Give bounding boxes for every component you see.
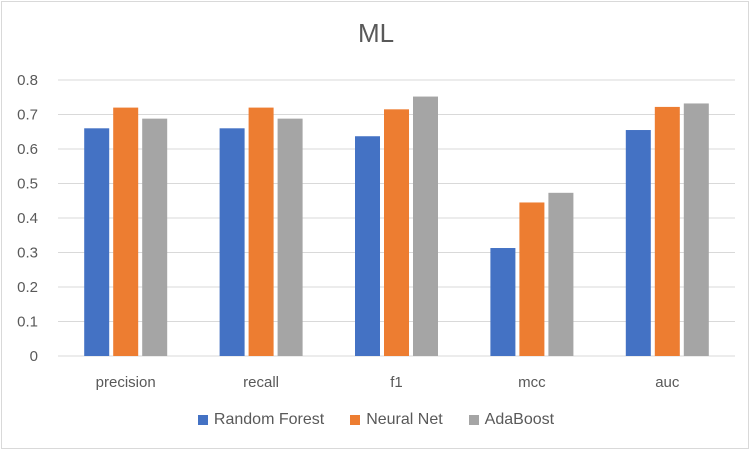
y-tick-label: 0.6 xyxy=(17,141,38,158)
bar-random-forest-mcc xyxy=(490,248,516,356)
bar-random-forest-precision xyxy=(84,128,110,356)
legend: Random Forest Neural Net AdaBoost xyxy=(0,411,752,429)
y-tick-label: 0.1 xyxy=(17,314,38,331)
legend-item: AdaBoost xyxy=(468,411,555,429)
x-tick-label: mcc xyxy=(518,374,546,391)
bar-neural-net-f1 xyxy=(384,109,409,356)
legend-item: Random Forest xyxy=(197,411,325,429)
bar-random-forest-auc xyxy=(625,130,651,356)
x-tick-label: f1 xyxy=(390,374,403,391)
y-tick-label: 0.3 xyxy=(17,245,38,262)
bar-adaboost-recall xyxy=(277,118,303,356)
bar-random-forest-f1 xyxy=(355,136,380,356)
y-tick-label: 0.2 xyxy=(17,279,38,296)
bar-adaboost-f1 xyxy=(413,96,438,356)
legend-label: Neural Net xyxy=(366,411,443,428)
bar-random-forest-recall xyxy=(219,128,245,356)
y-axis-ticks: 0 0.1 0.2 0.3 0.4 0.5 0.6 0.7 0.8 xyxy=(17,72,38,365)
y-tick-label: 0.7 xyxy=(17,107,38,124)
x-tick-label: recall xyxy=(243,374,279,391)
bar-neural-net-mcc xyxy=(519,202,545,356)
legend-swatch xyxy=(468,415,479,425)
legend-swatch xyxy=(197,415,208,425)
bar-adaboost-auc xyxy=(683,103,709,357)
legend-swatch xyxy=(350,415,361,425)
bar-adaboost-mcc xyxy=(548,192,574,356)
y-tick-label: 0.8 xyxy=(17,72,38,89)
bar-neural-net-recall xyxy=(248,107,274,356)
y-tick-label: 0.4 xyxy=(17,210,38,227)
y-tick-label: 0 xyxy=(30,348,38,365)
x-tick-label: auc xyxy=(655,374,680,391)
legend-item: Neural Net xyxy=(350,411,443,429)
x-axis-ticks: precision recall f1 mcc auc xyxy=(96,374,680,391)
bar-adaboost-precision xyxy=(142,118,168,356)
bars xyxy=(84,96,709,357)
bar-neural-net-precision xyxy=(113,107,139,356)
chart-title: ML xyxy=(357,18,395,48)
y-tick-label: 0.5 xyxy=(17,176,38,193)
legend-label: AdaBoost xyxy=(484,411,555,428)
x-tick-label: precision xyxy=(96,374,156,391)
bar-neural-net-auc xyxy=(654,106,680,356)
legend-label: Random Forest xyxy=(213,411,325,428)
